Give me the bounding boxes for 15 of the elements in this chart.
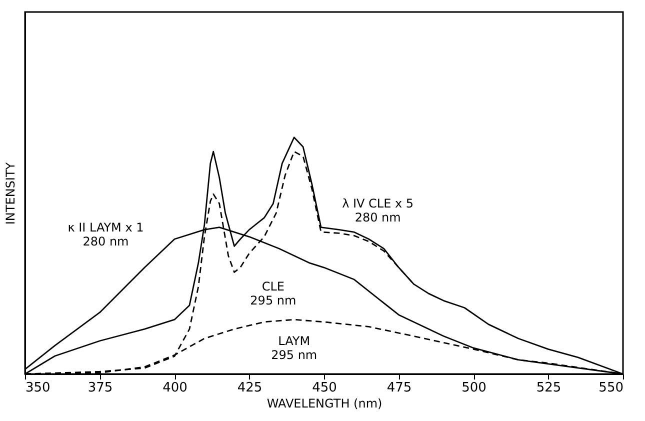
- y-axis-title: INTENSITY: [4, 162, 18, 225]
- series-label: CLE 295 nm: [250, 279, 296, 308]
- x-tick-label: 425: [237, 380, 262, 396]
- x-axis-title: WAVELENGTH (nm): [266, 396, 382, 410]
- series-label: λ IV CLE x 5 280 nm: [342, 196, 414, 225]
- series-label: κ II LAYM x 1 280 nm: [68, 220, 144, 248]
- x-tick-label: 500: [462, 380, 486, 396]
- x-tick-label: 375: [88, 380, 113, 396]
- series-label: LAYM 295 nm: [271, 334, 318, 362]
- x-tick-label: 350: [26, 380, 50, 396]
- x-tick-label: 525: [536, 380, 562, 396]
- x-tick-label: 475: [386, 380, 412, 396]
- x-tick-label: 400: [162, 380, 188, 396]
- x-tick-label: 550: [598, 380, 624, 396]
- x-tick-label: 450: [312, 380, 337, 396]
